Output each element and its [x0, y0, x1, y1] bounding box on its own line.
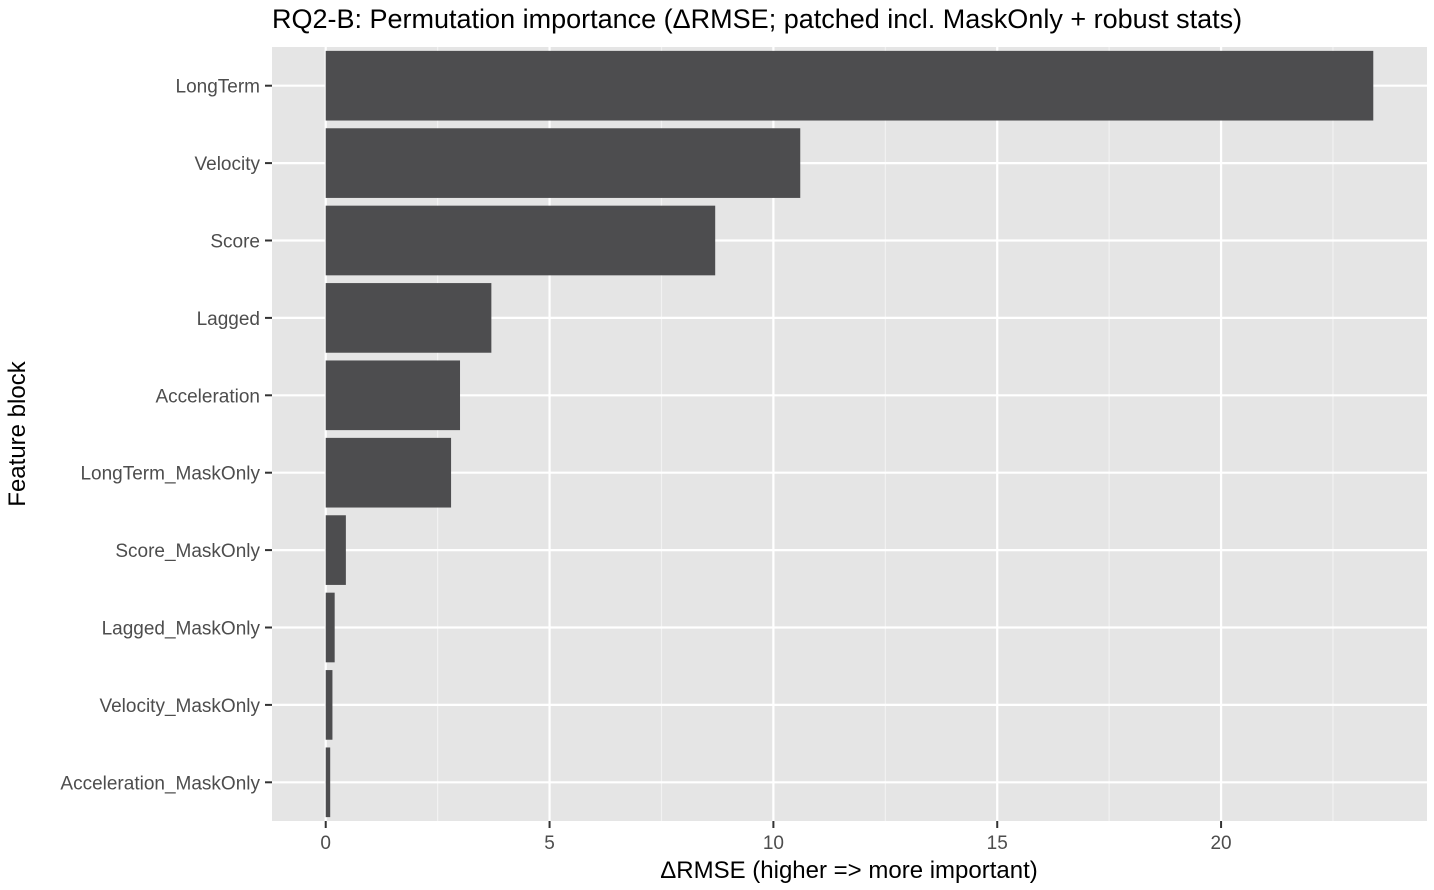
- bars: [325, 50, 1374, 818]
- y-tick-label: Acceleration: [155, 386, 260, 407]
- x-tick-label: 20: [1210, 833, 1231, 854]
- bar-longterm-maskonly: [325, 437, 452, 508]
- chart-title: RQ2-B: Permutation importance (ΔRMSE; pa…: [272, 4, 1242, 34]
- y-axis: LongTerm Velocity Score Lagged Acceleration L…: [60, 77, 272, 794]
- bar-velocity-maskonly: [325, 670, 333, 740]
- y-tick-label: LongTerm: [176, 77, 261, 98]
- bar-acceleration: [325, 360, 461, 431]
- bar-score: [325, 205, 716, 276]
- bar-velocity: [325, 128, 801, 198]
- y-tick-label: Lagged_MaskOnly: [102, 619, 261, 640]
- y-tick-label: Acceleration_MaskOnly: [60, 773, 260, 794]
- y-tick-label: LongTerm_MaskOnly: [80, 464, 260, 485]
- y-tick-label: Lagged: [197, 309, 260, 330]
- y-tick-label: Score_MaskOnly: [115, 541, 260, 562]
- y-axis-title: Feature block: [4, 360, 31, 506]
- bar-lagged: [325, 283, 492, 353]
- x-tick-label: 5: [544, 833, 555, 854]
- bar-score-maskonly: [325, 515, 346, 585]
- x-tick-label: 10: [763, 833, 784, 854]
- bar-acceleration-maskonly: [325, 747, 331, 818]
- y-tick-label: Score: [210, 232, 260, 253]
- y-tick-label: Velocity_MaskOnly: [99, 696, 260, 717]
- x-axis: 0 5 10 15 20: [320, 821, 1232, 854]
- x-tick-label: 0: [320, 833, 331, 854]
- x-axis-title: ΔRMSE (higher => more important): [660, 857, 1038, 884]
- x-tick-label: 15: [987, 833, 1008, 854]
- y-tick-label: Velocity: [195, 154, 261, 175]
- bar-longterm: [325, 50, 1374, 121]
- bar-lagged-maskonly: [325, 592, 335, 663]
